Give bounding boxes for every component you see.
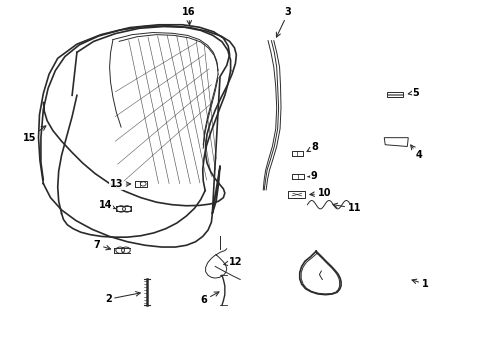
Text: 13: 13	[110, 179, 131, 189]
Text: 10: 10	[310, 188, 331, 198]
Text: 3: 3	[276, 8, 292, 37]
Text: 15: 15	[23, 126, 46, 143]
Text: 4: 4	[411, 145, 422, 160]
Text: 14: 14	[99, 200, 116, 210]
Text: 1: 1	[412, 279, 428, 289]
Text: 9: 9	[308, 171, 318, 181]
Text: 2: 2	[105, 292, 140, 304]
Text: 5: 5	[408, 87, 419, 98]
Text: 6: 6	[201, 292, 219, 305]
Text: 12: 12	[224, 257, 242, 267]
Text: 8: 8	[307, 142, 318, 152]
Text: 11: 11	[333, 203, 361, 213]
Text: 16: 16	[182, 8, 196, 25]
Text: 7: 7	[94, 240, 111, 250]
